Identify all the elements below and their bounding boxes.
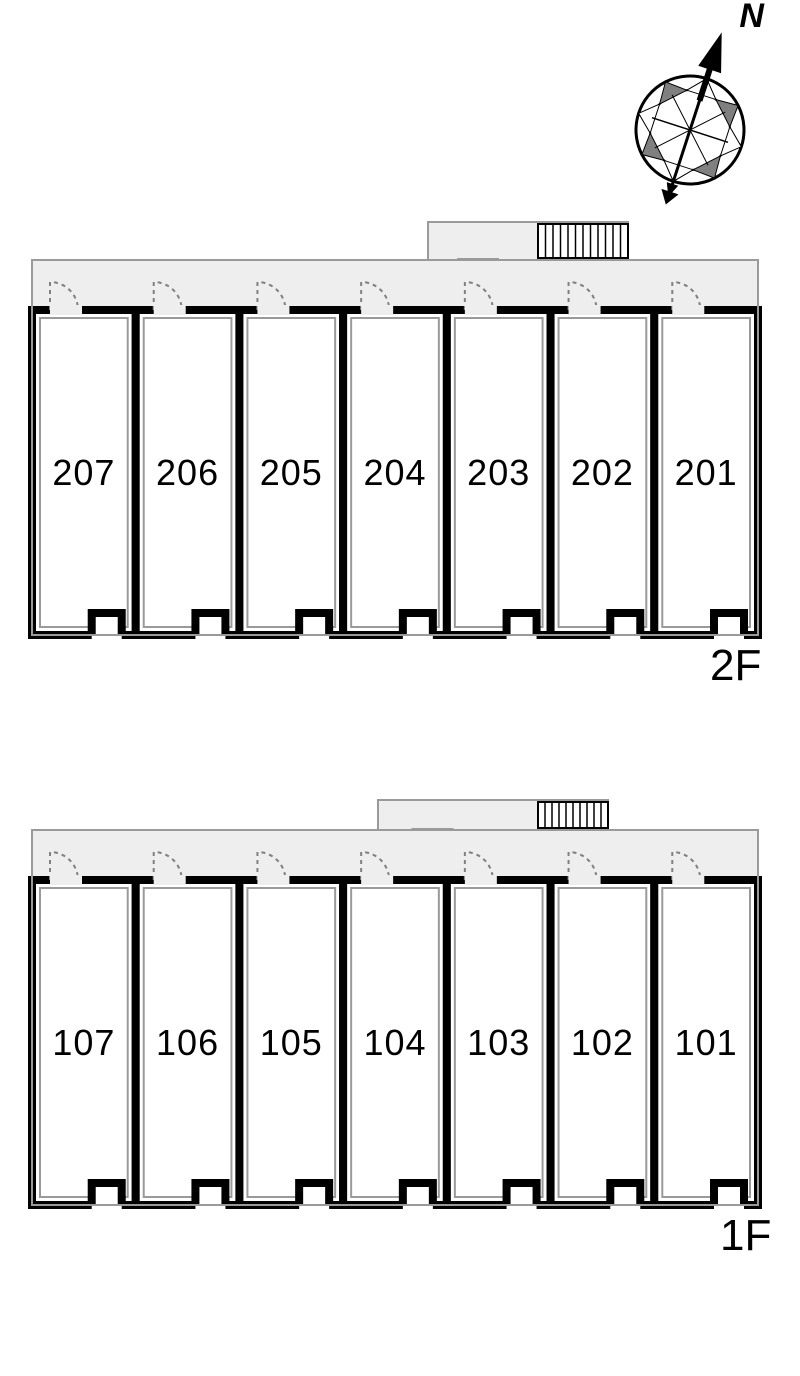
- floor-plan: 207 206 205 204 203 202 201 2F: [32, 222, 761, 690]
- corridor: [32, 260, 758, 310]
- floor-label: 1F: [720, 1211, 771, 1260]
- room-label: 107: [52, 1022, 115, 1063]
- room-label: 201: [675, 452, 738, 493]
- room-label: 101: [675, 1022, 738, 1063]
- room-label: 204: [363, 452, 426, 493]
- room-label: 106: [156, 1022, 219, 1063]
- room-label: 206: [156, 452, 219, 493]
- floor-label: 2F: [710, 641, 761, 690]
- compass-north-label: N: [739, 0, 765, 35]
- room-label: 105: [260, 1022, 323, 1063]
- floor-plan: 107 106 105 104 103 102 101 1F: [32, 800, 771, 1260]
- room-label: 103: [467, 1022, 530, 1063]
- compass-icon: N: [614, 0, 787, 221]
- corridor: [32, 830, 758, 880]
- floor-plan-diagram: N2072062052042032022012F1071061051041031…: [0, 0, 800, 1376]
- room-label: 205: [260, 452, 323, 493]
- room-label: 203: [467, 452, 530, 493]
- room-label: 104: [363, 1022, 426, 1063]
- room-label: 102: [571, 1022, 634, 1063]
- room-label: 202: [571, 452, 634, 493]
- room-label: 207: [52, 452, 115, 493]
